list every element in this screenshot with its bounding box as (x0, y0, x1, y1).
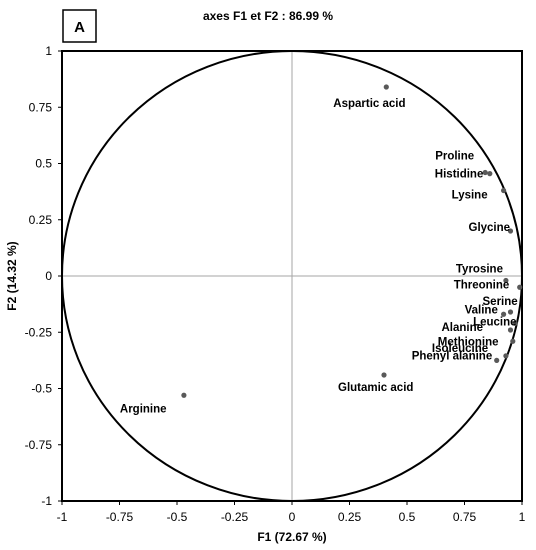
data-point (482, 169, 488, 176)
y-tick-label: -0.5 (31, 382, 52, 396)
data-point (181, 392, 187, 398)
plot-area: -1 -0.75 -0.5 -0.25 0 0.25 0.5 0.75 1 1 0.75 0.5 0.2… (25, 44, 526, 524)
data-point (501, 187, 507, 194)
data-point (507, 309, 514, 315)
data-point (381, 372, 387, 378)
y-tick-label: 0.75 (29, 100, 53, 114)
data-point (503, 277, 509, 284)
data-point (494, 357, 500, 363)
data-point (517, 284, 523, 290)
data-point (507, 327, 514, 333)
data-point-label: Methionine (438, 336, 499, 348)
panel-label: A (62, 9, 97, 43)
x-tick-label: 0.75 (453, 510, 477, 524)
y-tick-label: 1 (45, 44, 52, 58)
data-point (383, 84, 389, 90)
y-tick-label: -1 (41, 494, 52, 508)
y-axis-title: F2 (14.32 %) (5, 241, 19, 310)
x-tick-label: -0.75 (106, 510, 134, 524)
x-tick-label: -1 (57, 510, 68, 524)
data-point-label: Serine (483, 296, 518, 308)
data-point (510, 338, 516, 344)
data-point (501, 311, 507, 317)
data-point-label: Glutamic acid (338, 382, 413, 394)
x-tick-label: 0.25 (338, 510, 362, 524)
chart-title: axes F1 et F2 : 86.99 % (203, 9, 333, 23)
data-point-label: Alanine (442, 322, 484, 334)
data-point-label: Valine (465, 304, 498, 316)
data-point-label: Aspartic acid (333, 98, 405, 110)
data-point-label: Phenyl alanine (412, 350, 493, 362)
data-point-label: Leucine (473, 316, 516, 328)
x-axis-title: F1 (72.67 %) (257, 530, 326, 544)
x-tick-label: -0.25 (221, 510, 249, 524)
y-tick-label: 0 (45, 269, 52, 283)
data-point (503, 353, 509, 359)
y-tick-label: 0.5 (35, 157, 52, 171)
data-point-label: Threonine (454, 279, 510, 291)
y-tick-label: -0.25 (25, 325, 53, 339)
data-point (487, 171, 493, 177)
data-point (512, 320, 518, 326)
x-tick-label: 1 (519, 510, 526, 524)
y-tick-label: 0.25 (29, 213, 53, 227)
data-point-label: Histidine (435, 169, 484, 181)
x-tick-label: -0.5 (167, 510, 188, 524)
data-point-label: Glycine (469, 222, 511, 234)
data-point-label: Proline (435, 151, 474, 163)
data-point-label: Tyrosine (456, 264, 503, 276)
y-tick-label: -0.75 (25, 438, 53, 452)
data-point-label: Isoleucine (432, 343, 488, 355)
data-point-label: Lysine (452, 190, 488, 202)
data-point (507, 228, 514, 234)
x-tick-label: 0 (289, 510, 296, 524)
panel-label-text: A (74, 19, 85, 36)
data-point-label: Arginine (120, 403, 167, 415)
panel-label-box (62, 9, 97, 43)
x-tick-label: 0.5 (399, 510, 416, 524)
